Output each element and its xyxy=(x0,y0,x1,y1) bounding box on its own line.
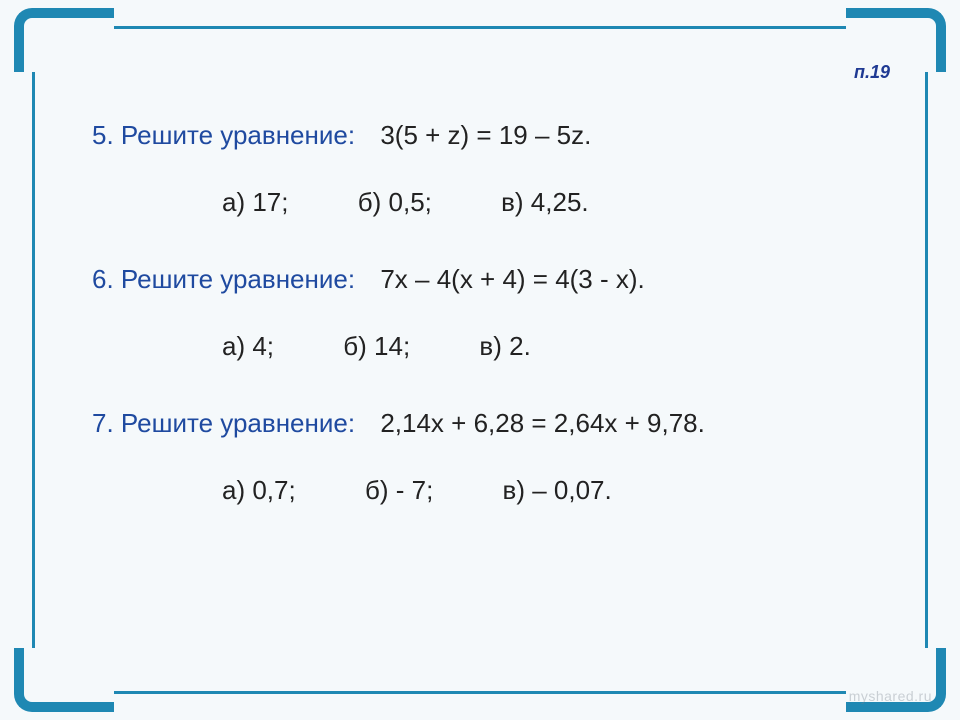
question-6: 6. Решите уравнение: 7х – 4(х + 4) = 4(3… xyxy=(92,262,882,362)
content-area: 5. Решите уравнение: 3(5 + z) = 19 – 5z.… xyxy=(92,118,882,550)
question-line: 5. Решите уравнение: 3(5 + z) = 19 – 5z. xyxy=(92,118,882,153)
question-number: 6. xyxy=(92,264,114,294)
question-7: 7. Решите уравнение: 2,14х + 6,28 = 2,64… xyxy=(92,406,882,506)
question-line: 6. Решите уравнение: 7х – 4(х + 4) = 4(3… xyxy=(92,262,882,297)
watermark: myshared.ru xyxy=(849,688,932,704)
answer-c: в) – 0,07. xyxy=(503,475,612,506)
answer-options: а) 17; б) 0,5; в) 4,25. xyxy=(92,187,882,218)
question-prompt: 7. Решите уравнение: xyxy=(92,406,355,441)
answer-a: а) 17; xyxy=(222,187,289,218)
slide: п.19 5. Решите уравнение: 3(5 + z) = 19 … xyxy=(0,0,960,720)
corner-bottom-left xyxy=(14,648,114,712)
answer-b: б) - 7; xyxy=(365,475,433,506)
question-equation: 2,14х + 6,28 = 2,64х + 9,78. xyxy=(380,406,705,441)
answer-a: а) 0,7; xyxy=(222,475,296,506)
answer-options: а) 4; б) 14; в) 2. xyxy=(92,331,882,362)
question-prompt: 5. Решите уравнение: xyxy=(92,118,355,153)
answer-b: б) 14; xyxy=(343,331,410,362)
question-line: 7. Решите уравнение: 2,14х + 6,28 = 2,64… xyxy=(92,406,882,441)
question-equation: 3(5 + z) = 19 – 5z. xyxy=(380,118,591,153)
question-prompt-text: Решите уравнение: xyxy=(121,120,355,150)
question-5: 5. Решите уравнение: 3(5 + z) = 19 – 5z.… xyxy=(92,118,882,218)
answer-c: в) 4,25. xyxy=(501,187,589,218)
answer-a: а) 4; xyxy=(222,331,274,362)
page-reference: п.19 xyxy=(854,62,890,83)
question-prompt-text: Решите уравнение: xyxy=(121,264,355,294)
question-equation: 7х – 4(х + 4) = 4(3 - х). xyxy=(380,262,644,297)
answer-c: в) 2. xyxy=(479,331,530,362)
corner-top-left xyxy=(14,8,114,72)
answer-b: б) 0,5; xyxy=(358,187,432,218)
question-prompt: 6. Решите уравнение: xyxy=(92,262,355,297)
answer-options: а) 0,7; б) - 7; в) – 0,07. xyxy=(92,475,882,506)
question-prompt-text: Решите уравнение: xyxy=(121,408,355,438)
question-number: 7. xyxy=(92,408,114,438)
question-number: 5. xyxy=(92,120,114,150)
